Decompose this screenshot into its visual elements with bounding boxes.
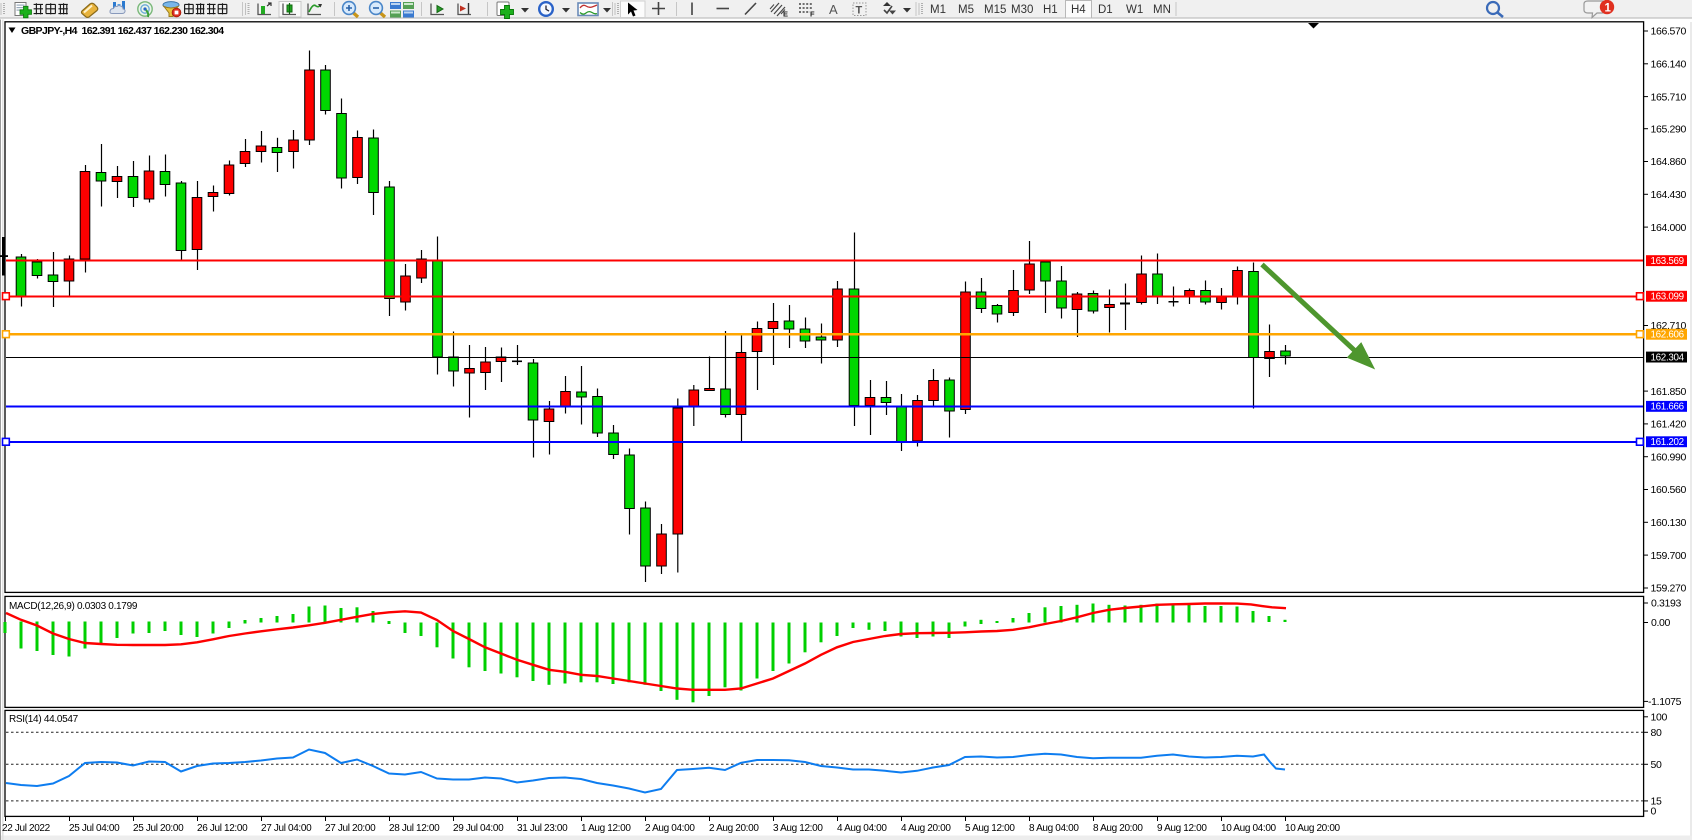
svg-text:166.570: 166.570	[1651, 26, 1687, 38]
svg-text:10 Aug 20:00: 10 Aug 20:00	[1285, 823, 1341, 834]
svg-text:8 Aug 20:00: 8 Aug 20:00	[1093, 823, 1143, 834]
svg-text:9 Aug 12:00: 9 Aug 12:00	[1157, 823, 1207, 834]
svg-text:29 Jul 04:00: 29 Jul 04:00	[453, 823, 504, 834]
svg-text:163.099: 163.099	[1651, 292, 1684, 303]
svg-text:161.666: 161.666	[1651, 402, 1685, 413]
svg-text:159.270: 159.270	[1651, 583, 1687, 595]
svg-text:161.850: 161.850	[1651, 386, 1687, 398]
svg-text:8 Aug 04:00: 8 Aug 04:00	[1029, 823, 1079, 834]
svg-text:2 Aug 04:00: 2 Aug 04:00	[645, 823, 695, 834]
svg-text:80: 80	[1651, 727, 1662, 739]
svg-text:27 Jul 20:00: 27 Jul 20:00	[325, 823, 376, 834]
svg-text:M30: M30	[1011, 4, 1033, 16]
svg-text:E: E	[783, 10, 788, 19]
svg-text:22 Jul 2022: 22 Jul 2022	[2, 823, 51, 834]
svg-text:162.304: 162.304	[1651, 352, 1685, 363]
svg-text:H1: H1	[1043, 4, 1058, 16]
svg-text:W1: W1	[1126, 4, 1143, 16]
svg-text:0.3193: 0.3193	[1651, 598, 1682, 610]
svg-text:4 Aug 20:00: 4 Aug 20:00	[901, 823, 951, 834]
svg-text:3 Aug 12:00: 3 Aug 12:00	[773, 823, 823, 834]
svg-text:1 Aug 12:00: 1 Aug 12:00	[581, 823, 631, 834]
svg-text:25 Jul 20:00: 25 Jul 20:00	[133, 823, 184, 834]
svg-text:164.000: 164.000	[1651, 222, 1687, 234]
svg-text:27 Jul 04:00: 27 Jul 04:00	[261, 823, 312, 834]
svg-text:MACD(12,26,9) 0.0303 0.1799: MACD(12,26,9) 0.0303 0.1799	[9, 601, 138, 612]
svg-text:31 Jul 23:00: 31 Jul 23:00	[517, 823, 568, 834]
svg-text:160.560: 160.560	[1651, 484, 1687, 496]
svg-text:MN: MN	[1153, 4, 1171, 16]
svg-text:RSI(14) 44.0547: RSI(14) 44.0547	[9, 714, 79, 725]
svg-text:0.00: 0.00	[1651, 617, 1671, 629]
svg-text:160.130: 160.130	[1651, 517, 1687, 529]
svg-text:161.202: 161.202	[1651, 437, 1684, 448]
svg-text:1: 1	[1605, 3, 1612, 15]
svg-text:5 Aug 12:00: 5 Aug 12:00	[965, 823, 1015, 834]
svg-text:M5: M5	[958, 4, 974, 16]
svg-text:166.140: 166.140	[1651, 59, 1687, 71]
svg-text:28 Jul 12:00: 28 Jul 12:00	[389, 823, 440, 834]
svg-text:-1.1075: -1.1075	[1648, 696, 1682, 708]
svg-text:H4: H4	[1071, 4, 1086, 16]
svg-text:GBPJPY-,H4 162.391 162.437 16: GBPJPY-,H4 162.391 162.437 162.230 162.3…	[21, 25, 224, 37]
svg-text:161.420: 161.420	[1651, 419, 1687, 431]
svg-text:25 Jul 04:00: 25 Jul 04:00	[69, 823, 120, 834]
svg-text:159.700: 159.700	[1651, 550, 1687, 562]
svg-text:165.710: 165.710	[1651, 91, 1687, 103]
svg-text:162.606: 162.606	[1651, 330, 1685, 341]
svg-text:T: T	[856, 5, 863, 17]
svg-text:15: 15	[1651, 796, 1662, 808]
svg-text:M15: M15	[984, 4, 1006, 16]
svg-text:D1: D1	[1098, 4, 1113, 16]
svg-text:A: A	[829, 2, 838, 17]
svg-text:160.990: 160.990	[1651, 451, 1687, 463]
svg-text:4 Aug 04:00: 4 Aug 04:00	[837, 823, 887, 834]
svg-text:163.569: 163.569	[1651, 256, 1684, 267]
svg-text:164.430: 164.430	[1651, 189, 1687, 201]
svg-text:165.290: 165.290	[1651, 123, 1687, 135]
svg-text:2 Aug 20:00: 2 Aug 20:00	[709, 823, 759, 834]
svg-text:100: 100	[1651, 712, 1668, 724]
svg-text:F: F	[810, 10, 815, 19]
svg-text:164.860: 164.860	[1651, 156, 1687, 168]
svg-text:26 Jul 12:00: 26 Jul 12:00	[197, 823, 248, 834]
svg-text:0: 0	[1651, 806, 1657, 818]
svg-text:10 Aug 04:00: 10 Aug 04:00	[1221, 823, 1277, 834]
svg-text:50: 50	[1651, 759, 1662, 771]
svg-text:M1: M1	[930, 4, 946, 16]
